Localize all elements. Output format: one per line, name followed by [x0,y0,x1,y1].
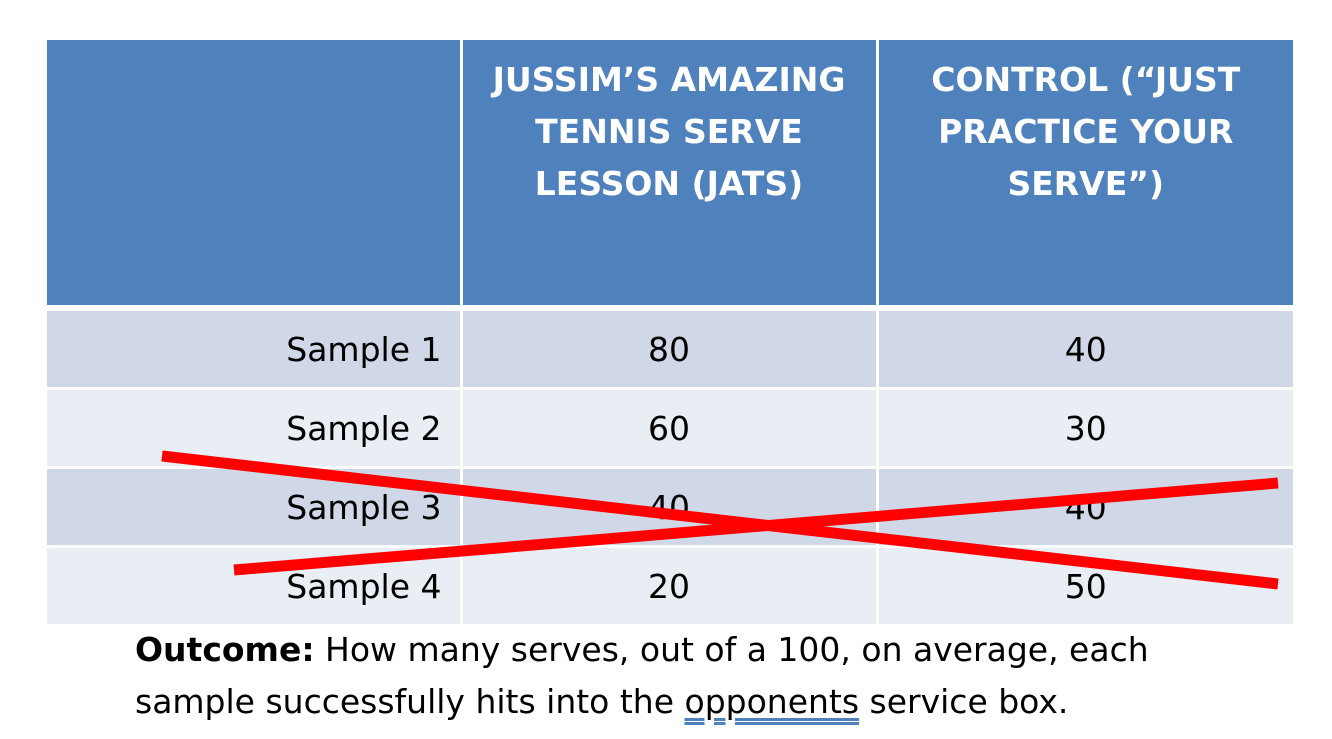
jats-value: 40 [461,467,879,548]
jats-value: 80 [461,308,879,390]
jats-value: 20 [461,546,879,627]
control-value: 40 [877,308,1293,390]
header-empty-cell [47,40,463,311]
header-jats: JUSSIM’S AMAZING TENNIS SERVE LESSON (JA… [461,40,879,311]
row-label: Sample 2 [47,388,463,469]
control-value: 50 [877,546,1293,627]
control-value: 40 [877,467,1293,548]
row-label: Sample 1 [47,308,463,390]
row-label: Sample 3 [47,467,463,548]
outcome-text-after: service box. [859,682,1069,721]
outcome-underlined-word: opponents [684,682,860,721]
control-value: 30 [877,388,1293,469]
header-control: CONTROL (“JUST PRACTICE YOUR SERVE”) [877,40,1293,311]
table-row: Sample 4 20 50 [47,546,1293,627]
header-row: JUSSIM’S AMAZING TENNIS SERVE LESSON (JA… [47,40,1293,311]
table-row: Sample 3 40 40 [47,467,1293,548]
row-label: Sample 4 [47,546,463,627]
jats-value: 60 [461,388,879,469]
table-row: Sample 1 80 40 [47,308,1293,390]
outcome-label: Outcome: [135,630,315,669]
outcome-text-before: How many serves, out of a 100, on averag… [135,630,1149,721]
table-row: Sample 2 60 30 [47,388,1293,469]
results-table: JUSSIM’S AMAZING TENNIS SERVE LESSON (JA… [47,40,1293,627]
outcome-note: Outcome: How many serves, out of a 100, … [135,624,1255,728]
